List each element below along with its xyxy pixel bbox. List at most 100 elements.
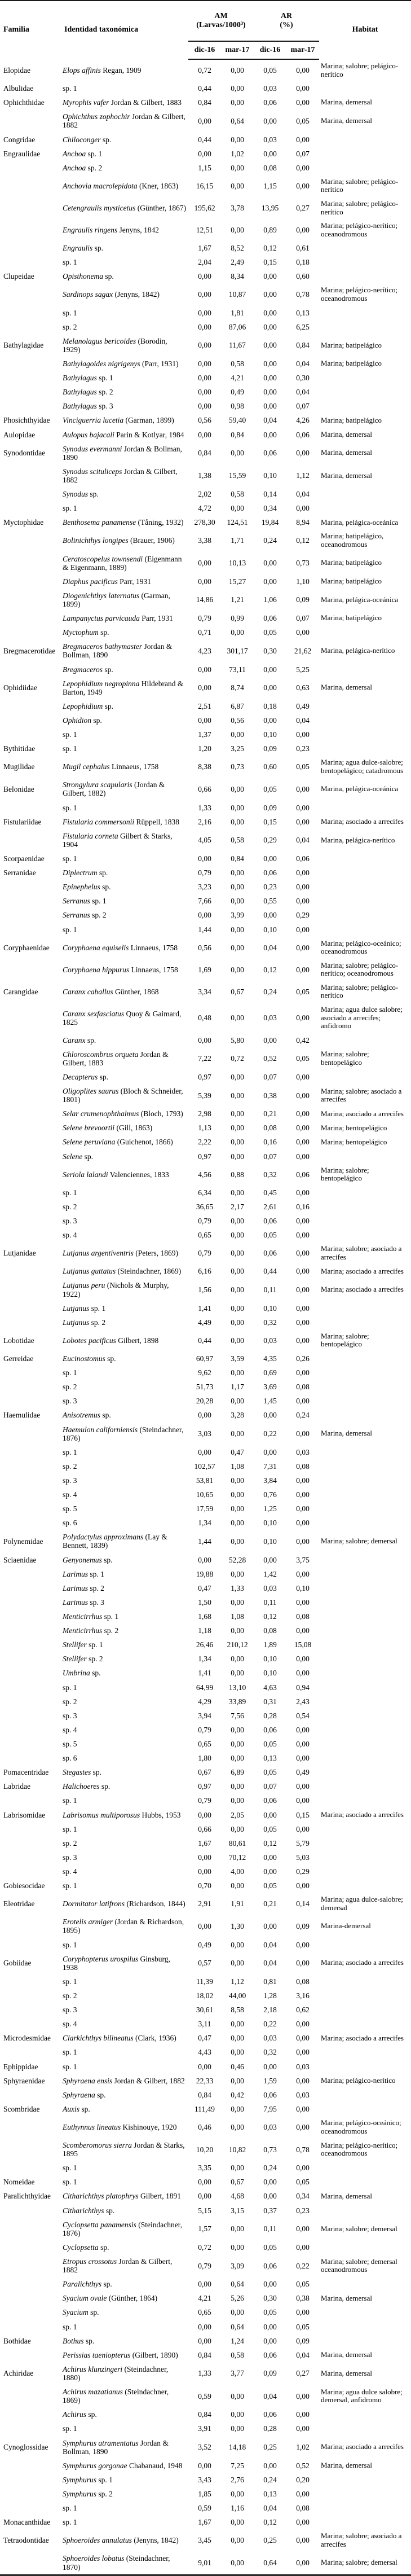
taxon-cell: Larimus sp. 3 xyxy=(63,1598,104,1607)
taxon-cell: Umbrina sp. xyxy=(63,1669,101,1678)
habitat-cell: Marina; batipelágico xyxy=(321,558,382,567)
am-dic16-cell: 1,56 xyxy=(198,1285,211,1294)
table-row: Larimus sp. 1 19,88 0,00 1,42 0,00 xyxy=(0,1567,411,1581)
am-mar17-cell: 0,00 xyxy=(231,1824,244,1833)
am-dic16-cell: 1,20 xyxy=(198,744,211,753)
am-mar17-cell: 0,58 xyxy=(231,2350,244,2359)
ar-mar17-cell: 0,05 xyxy=(296,987,310,996)
familia-cell xyxy=(0,1121,61,1135)
habitat-cell xyxy=(319,255,411,269)
ar-mar17-cell: 0,00 xyxy=(296,1249,310,1258)
ar-dic16-cell: 0,11 xyxy=(263,1285,277,1294)
am-dic16-cell: 0,00 xyxy=(198,388,211,397)
am-mar17-cell: 0,00 xyxy=(231,1152,244,1161)
taxon-cell: Melanolagus bericoides (Borodin, 1929) xyxy=(63,336,167,354)
taxon-scientific-name: Cetengraulis mysticetus xyxy=(63,203,136,212)
ar-mar17-cell: 0,00 xyxy=(296,2518,310,2527)
ar-mar17-cell: 0,00 xyxy=(296,1072,310,1081)
ar-dic16-cell: 0,05 xyxy=(263,1881,277,1890)
habitat-cell: Marina; batipelágico xyxy=(321,340,382,349)
familia-cell: Clupeidae xyxy=(3,272,34,281)
familia-cell: Scorpaenidae xyxy=(3,854,45,863)
ar-mar17-cell: 0,00 xyxy=(296,1519,310,1528)
table-row: Congridae Chiloconger sp. 0,44 0,00 0,03 0,00 xyxy=(0,133,411,147)
am-dic16-cell: 0,00 xyxy=(198,290,211,299)
table-row: Synodus sp. 2,02 0,58 0,14 0,04 xyxy=(0,487,411,501)
am-mar17-cell: 52,28 xyxy=(228,1555,246,1564)
taxon-cell: Achirus sp. xyxy=(63,2410,97,2419)
familia-cell xyxy=(0,306,61,320)
familia-cell xyxy=(0,197,61,219)
table-row: sp. 1 0,49 0,00 0,04 0,00 xyxy=(0,1938,411,1952)
ar-mar17-cell: 0,08 xyxy=(296,2504,310,2513)
am-dic16-cell: 0,00 xyxy=(198,1411,211,1420)
am-dic16-cell: 10,65 xyxy=(196,1490,214,1499)
taxon-cell: sp. 4 xyxy=(63,1490,77,1499)
taxon-cell: sp. 1 xyxy=(63,2178,77,2187)
ar-dic16-cell: 0,32 xyxy=(263,2048,277,2057)
familia-cell xyxy=(0,1047,61,1070)
am-dic16-cell: 0,00 xyxy=(198,149,211,158)
taxon-cell: sp. 1 xyxy=(63,1683,77,1692)
ar-mar17-cell: 0,00 xyxy=(296,965,310,974)
ar-mar17-cell: 0,00 xyxy=(296,1959,310,1968)
am-dic16-cell: 0,00 xyxy=(198,911,211,920)
taxon-cell: Ophidion sp. xyxy=(63,716,102,725)
taxon-cell: Syacium ovale (Günther, 1864) xyxy=(63,2294,158,2303)
familia-cell xyxy=(0,1278,61,1301)
am-dic16-cell: 0,00 xyxy=(198,1853,211,1862)
habitat-cell xyxy=(319,1581,411,1595)
taxon-scientific-name: Myctophum xyxy=(63,628,99,637)
ar-mar17-cell: 0,00 xyxy=(296,449,310,458)
am-dic16-cell: 0,00 xyxy=(198,1555,211,1564)
table-row: Citharichthys sp. 5,15 3,15 0,37 0,23 xyxy=(0,2204,411,2218)
habitat-cell xyxy=(319,908,411,922)
am-dic16-cell: 4,29 xyxy=(198,1697,211,1706)
habitat-cell xyxy=(319,2060,411,2074)
am-mar17-cell: 0,00 xyxy=(231,66,244,75)
habitat-cell xyxy=(319,880,411,894)
taxon-cell: Engraulis ringens Jenyns, 1842 xyxy=(63,226,160,235)
table-row: Selene sp. 0,97 0,00 0,07 0,00 xyxy=(0,1149,411,1164)
am-dic16-cell: 5,15 xyxy=(198,2206,211,2215)
familia-cell xyxy=(0,1822,61,1836)
am-dic16-cell: 1,34 xyxy=(198,1655,211,1664)
taxon-cell: Selar crumenophthalmus (Bloch, 1793) xyxy=(63,1109,183,1118)
am-mar17-cell: 0,00 xyxy=(231,1626,244,1635)
familia-cell xyxy=(0,175,61,197)
habitat-cell xyxy=(319,1473,411,1487)
ar-dic16-cell: 0,11 xyxy=(263,1598,277,1607)
ar-mar17-cell: 5,03 xyxy=(296,1853,310,1862)
am-mar17-cell: 0,00 xyxy=(231,1188,244,1197)
table-row: Nomeidae sp. 1 0,00 0,67 0,00 0,05 xyxy=(0,2175,411,2189)
ar-dic16-cell: 7,31 xyxy=(263,1462,277,1471)
am-dic16-cell: 0,00 xyxy=(198,2322,211,2331)
taxon-cell: Labrisomus multiporosus Hubbs, 1953 xyxy=(63,1810,181,1819)
habitat-cell: Marina; pelágico-nerítico; oceanodromous xyxy=(321,286,398,303)
am-dic16-cell: 6,34 xyxy=(198,1188,211,1197)
am-mar17-cell: 0,00 xyxy=(231,1725,244,1734)
habitat-cell: Marina; salobre; asociado a arrecifes xyxy=(321,2531,402,2548)
taxon-cell: Eucinostomus sp. xyxy=(63,1354,116,1363)
taxon-scientific-name: Coryphopterus urospilus xyxy=(63,1954,139,1963)
am-dic16-cell: 1,69 xyxy=(198,965,211,974)
taxon-cell: sp. 1 xyxy=(63,854,77,863)
ar-label: AR xyxy=(280,11,293,20)
ar-mar17-cell: 0,00 xyxy=(296,730,310,739)
familia-cell xyxy=(0,109,61,132)
ar-dic16-cell: 4,35 xyxy=(263,1354,277,1363)
am-mar17-cell: 0,00 xyxy=(231,226,244,235)
taxon-cell: Opisthonema sp. xyxy=(63,272,114,281)
ar-dic16-cell: 4,63 xyxy=(263,1683,277,1692)
am-dic16-cell: 0,79 xyxy=(198,2261,211,2270)
habitat-cell: Marina; asociado a arrecifes xyxy=(321,817,404,826)
familia-cell xyxy=(0,1164,61,1186)
habitat-cell xyxy=(319,2175,411,2189)
habitat-cell: Marina; batipelágico xyxy=(321,415,382,424)
familia-cell xyxy=(0,2305,61,2319)
habitat-cell xyxy=(319,1149,411,1164)
ar-dic16-cell: 0,06 xyxy=(263,868,277,877)
familia-cell: Coryphaenidae xyxy=(3,943,50,952)
taxon-scientific-name: Achirus xyxy=(63,2410,86,2419)
habitat-cell xyxy=(319,487,411,501)
